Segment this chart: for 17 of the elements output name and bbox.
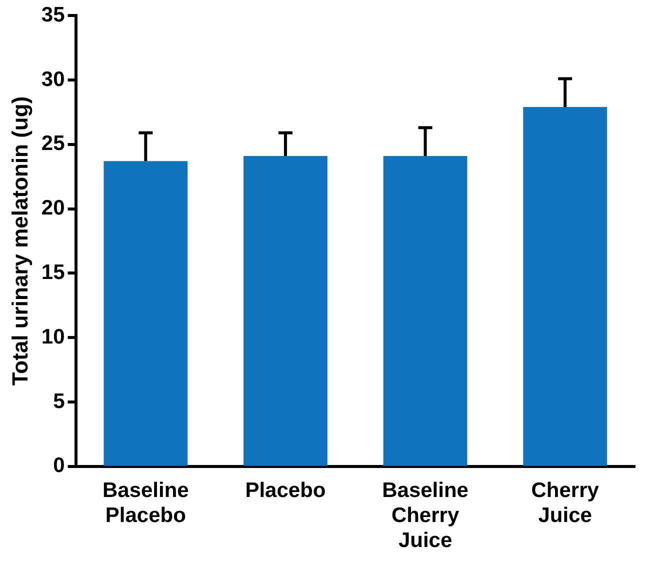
bar [383, 156, 468, 466]
y-tick-label: 5 [53, 390, 66, 413]
y-axis-title: Total urinary melatonin (ug) [7, 96, 32, 386]
y-tick-label: 20 [41, 196, 65, 220]
x-tick-label: Baseline Placebo [102, 478, 189, 527]
x-tick-label: Placebo [245, 478, 326, 502]
bar [244, 156, 328, 466]
y-tick-label: 30 [41, 68, 65, 91]
y-tick-label: 10 [41, 325, 65, 348]
bar [104, 161, 188, 466]
bar [523, 107, 608, 466]
y-tick-label: 0 [53, 454, 65, 478]
y-tick-label: 15 [41, 260, 66, 284]
x-tick-label: Baseline Cherry Juice [382, 478, 468, 552]
y-tick-label: 35 [41, 3, 66, 26]
x-tick-label: Cherry Juice [531, 478, 600, 527]
y-tick-label: 25 [41, 132, 66, 156]
